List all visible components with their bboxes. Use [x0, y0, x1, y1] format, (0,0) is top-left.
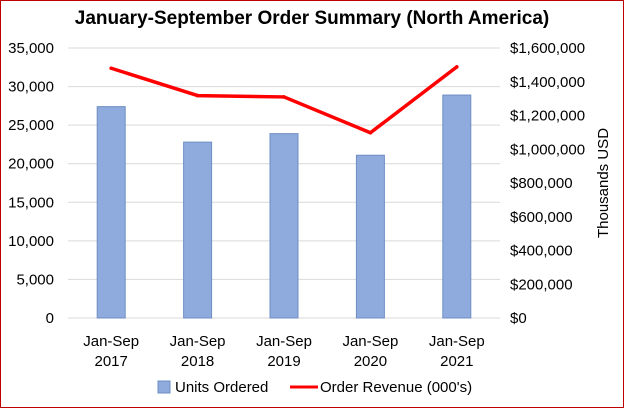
x-tick-label: Jan-Sep 2019	[256, 333, 312, 370]
left-tick-label: 20,000	[8, 156, 54, 173]
bar-units-ordered	[96, 106, 126, 319]
bar-units-ordered	[269, 133, 299, 319]
right-tick-label: $200,000	[510, 276, 573, 293]
x-tick-label: Jan-Sep 2017	[83, 333, 139, 370]
x-axis-ticks: Jan-Sep 2017 Jan-Sep 2018 Jan-Sep 2019 Jan-Sep…	[83, 333, 484, 370]
revenue-point	[282, 95, 286, 99]
bar-units-ordered	[183, 141, 213, 319]
legend-swatch-units-ordered	[157, 380, 171, 394]
right-tick-label: $1,000,000	[510, 141, 585, 158]
left-tick-label: 25,000	[8, 117, 54, 134]
bar-series-units-ordered	[96, 94, 472, 319]
left-axis-ticks: 0 5,000 10,000 15,000 20,000 25,000 30,000 35,0…	[8, 40, 54, 327]
line-series-order-revenue	[109, 65, 459, 135]
x-tick-label: Jan-Sep 2020	[342, 333, 398, 370]
left-tick-label: 5,000	[16, 271, 54, 288]
left-tick-label: 30,000	[8, 79, 54, 96]
chart-title: January-September Order Summary (North A…	[74, 8, 550, 29]
legend-label-order-revenue: Order Revenue (000's)	[320, 379, 472, 396]
bar-units-ordered	[442, 94, 472, 319]
left-tick-label: 10,000	[8, 233, 54, 250]
right-tick-label: $1,600,000	[510, 40, 585, 57]
revenue-point	[195, 93, 200, 98]
revenue-point	[368, 130, 373, 135]
right-tick-label: $400,000	[510, 243, 573, 260]
bar-units-ordered	[355, 154, 385, 319]
x-tick-label: Jan-Sep 2018	[170, 333, 226, 370]
right-tick-label: $1,400,000	[510, 74, 585, 91]
left-tick-label: 35,000	[8, 40, 54, 57]
x-tick-label: Jan-Sep 2021	[429, 333, 485, 370]
right-axis-ticks: $0 $200,000 $400,000 $600,000 $800,000 $1,000…	[510, 40, 585, 327]
right-tick-label: $1,200,000	[510, 108, 585, 125]
left-tick-label: 15,000	[8, 194, 54, 211]
legend: Units Ordered Order Revenue (000's)	[157, 379, 472, 396]
legend-label-units-ordered: Units Ordered	[175, 379, 268, 396]
revenue-line	[109, 65, 459, 135]
right-tick-label: $600,000	[510, 209, 573, 226]
right-axis-title: Thousands USD	[595, 128, 612, 238]
revenue-point	[455, 65, 459, 69]
right-tick-label: $800,000	[510, 175, 573, 192]
right-tick-label: $0	[510, 310, 527, 327]
revenue-point	[109, 66, 113, 71]
left-tick-label: 0	[46, 310, 54, 327]
